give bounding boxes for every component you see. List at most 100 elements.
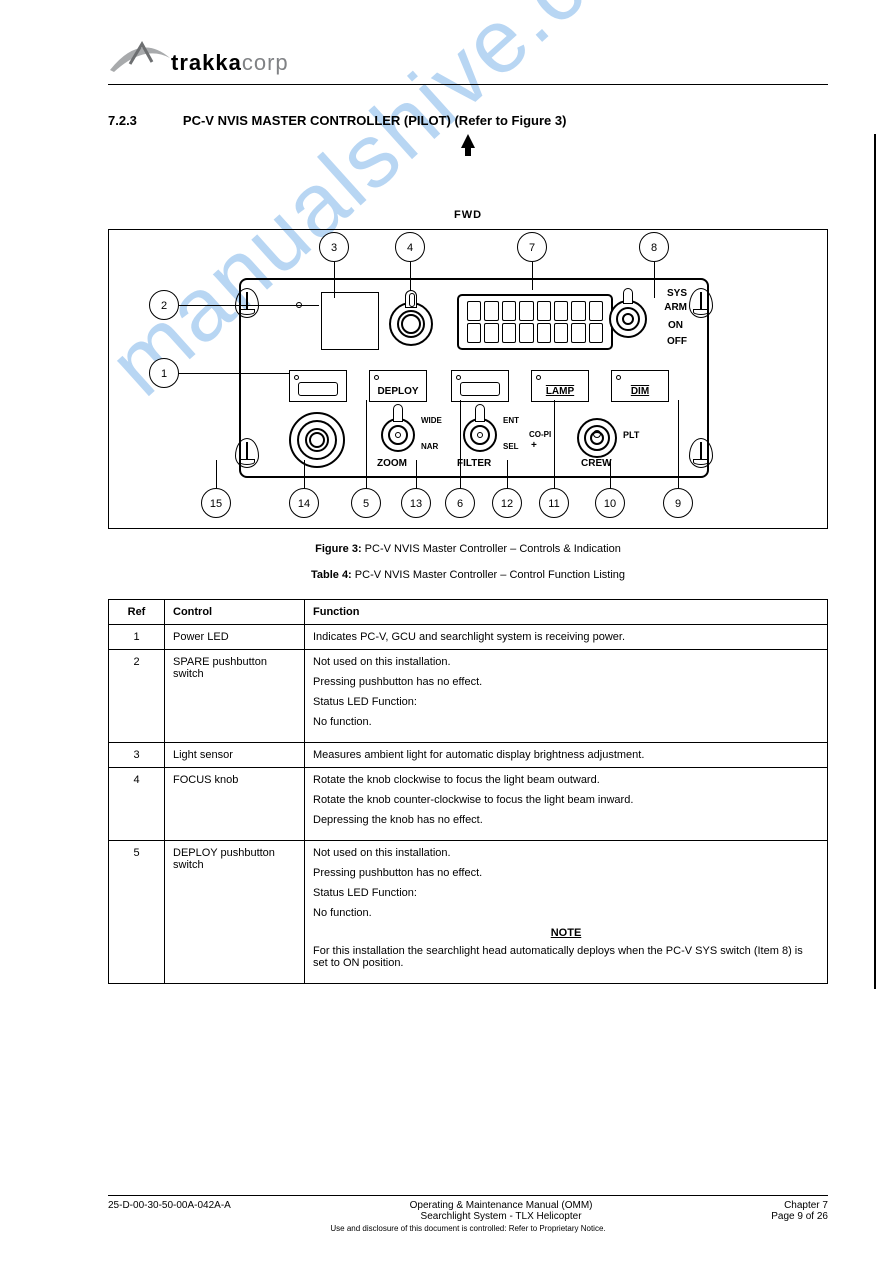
cell-ref: 2 [109,650,165,743]
cell-control: SPARE pushbutton switch [165,650,305,743]
zoom-label: ZOOM [377,458,407,469]
wide-label: WIDE [421,416,442,425]
cell-control: FOCUS knob [165,768,305,841]
table-row: 2 SPARE pushbutton switch Not used on th… [109,650,828,743]
section-title: PC-V NVIS MASTER CONTROLLER (PILOT) (Ref… [183,113,567,128]
section-number: 7.2.3 [108,113,137,128]
power-led-icon [296,302,302,308]
plt-label: PLT [623,430,639,440]
fwd-label: FWD [108,209,828,221]
footer-right: Chapter 7 Page 9 of 26 [771,1200,828,1222]
filter-toggle-stem-icon [475,404,485,422]
callout-9: 9 [663,488,693,518]
arrow-up-icon [461,134,475,148]
copi-label: CO-PI [529,430,551,439]
logo-brand-b: corp [242,50,289,75]
th-ref: Ref [109,600,165,625]
ent-label: ENT [503,416,519,425]
table-header-row: Ref Control Function [109,600,828,625]
callout-14: 14 [289,488,319,518]
mounting-screw-icon [235,438,259,468]
focus-knob[interactable] [389,302,433,346]
figure-caption: Figure 3: PC-V NVIS Master Controller – … [108,543,828,555]
cell-control: Power LED [165,625,305,650]
th-function: Function [305,600,828,625]
cell-function: Not used on this installation. Pressing … [305,650,828,743]
callout-13: 13 [401,488,431,518]
controller-panel: SYS ARM ON OFF DEPLOY LAMP DIM WIDE NAR … [239,278,709,478]
sys-switch[interactable] [609,300,647,338]
footer-rule [108,1195,828,1196]
light-sensor-icon [321,292,379,350]
section-heading: 7.2.3 PC-V NVIS MASTER CONTROLLER (PILOT… [108,113,828,128]
off-label: OFF [667,336,687,347]
table-row: 1 Power LED Indicates PC-V, GCU and sear… [109,625,828,650]
table-row: 4 FOCUS knob Rotate the knob clockwise t… [109,768,828,841]
arm-label: ARM [664,302,687,313]
sys-label: SYS [667,288,687,299]
callout-11: 11 [539,488,569,518]
cell-ref: 1 [109,625,165,650]
lamp-button[interactable]: LAMP [531,370,589,402]
page-content: trakkacorp 7.2.3 PC-V NVIS MASTER CONTRO… [108,26,828,984]
table-row: 3 Light sensor Measures ambient light fo… [109,743,828,768]
cell-function: Indicates PC-V, GCU and searchlight syst… [305,625,828,650]
sel-label: SEL [503,442,519,451]
fwd-arrow [108,134,828,159]
note-heading: NOTE [313,927,819,939]
figure-caption-b: PC-V NVIS Master Controller – Controls &… [365,543,621,555]
table-caption: Table 4: PC-V NVIS Master Controller – C… [108,569,828,581]
table-row: 5 DEPLOY pushbutton switch Not used on t… [109,841,828,984]
spare-button[interactable] [289,370,347,402]
mounting-screw-icon [689,438,713,468]
crew-label: CREW [581,458,612,469]
filter-toggle[interactable] [463,418,497,452]
lamp-label: LAMP [532,386,588,397]
mounting-screw-icon [235,288,259,318]
cell-ref: 4 [109,768,165,841]
logo: trakkacorp [108,26,828,76]
figure-caption-a: Figure 3: [315,543,361,555]
on-label: ON [668,320,683,331]
note-body: For this installation the searchlight he… [313,945,819,969]
dim-button[interactable]: DIM [611,370,669,402]
callout-8: 8 [639,232,669,262]
cell-control: Light sensor [165,743,305,768]
callout-5: 5 [351,488,381,518]
callout-4: 4 [395,232,425,262]
leader-15 [216,460,217,488]
callout-6: 6 [445,488,475,518]
dim-label: DIM [612,386,668,397]
callout-7: 7 [517,232,547,262]
crew-knob[interactable] [577,418,617,458]
cell-function: Not used on this installation. Pressing … [305,841,828,984]
deploy-button[interactable]: DEPLOY [369,370,427,402]
segment-display [457,294,613,350]
nar-label: NAR [421,442,438,451]
callout-12: 12 [492,488,522,518]
logo-text: trakkacorp [171,50,289,76]
right-margin-rule [874,134,876,989]
cell-ref: 5 [109,841,165,984]
zoom-toggle[interactable] [381,418,415,452]
footer-mid: Operating & Maintenance Manual (OMM) Sea… [410,1200,593,1222]
cell-control: DEPLOY pushbutton switch [165,841,305,984]
mounting-screw-icon [689,288,713,318]
crew-knob-dot-icon [593,430,601,438]
blank-button[interactable] [451,370,509,402]
cell-ref: 3 [109,743,165,768]
focus-knob-stem-icon [405,290,417,308]
table-caption-a: Table 4: [311,569,352,581]
logo-brand-a: trakka [171,50,242,75]
logo-swoosh-icon [108,38,173,76]
footer-left: 25-D-00-30-50-00A-042A-A [108,1200,231,1222]
plus-label: + [531,440,537,451]
callout-2: 2 [149,290,179,320]
table-caption-b: PC-V NVIS Master Controller – Control Fu… [355,569,625,581]
joystick-center-icon [309,432,325,448]
page-footer: 25-D-00-30-50-00A-042A-A Operating & Mai… [108,1195,828,1233]
callout-10: 10 [595,488,625,518]
callout-1: 1 [149,358,179,388]
deploy-label: DEPLOY [370,386,426,397]
cell-function: Rotate the knob clockwise to focus the l… [305,768,828,841]
